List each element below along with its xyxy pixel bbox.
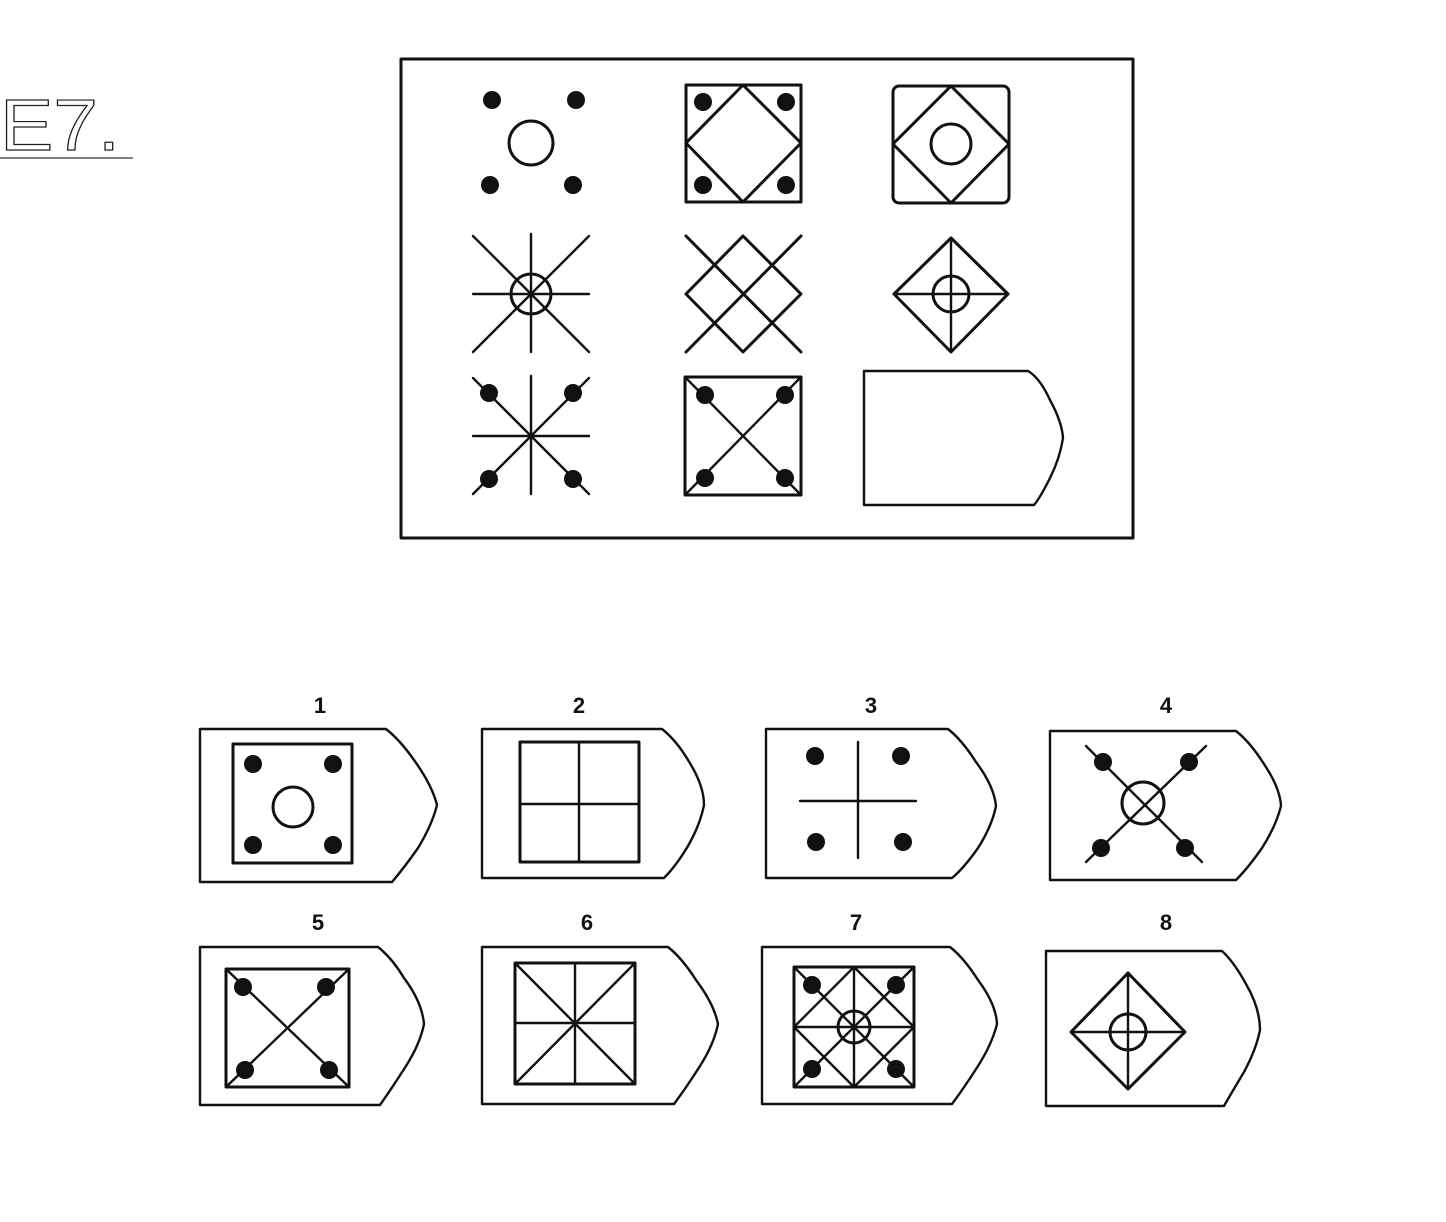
- matrix-cell-1-3: [891, 84, 1011, 205]
- option-number: 5: [312, 910, 324, 935]
- option-number: 6: [581, 910, 593, 935]
- problem-id: E7.: [0, 86, 120, 166]
- dot: [887, 976, 905, 994]
- dot: [894, 833, 912, 851]
- option-number: 7: [850, 910, 862, 935]
- matrix-cell-3-2: [683, 375, 803, 497]
- option-frame: [1044, 949, 1262, 1108]
- dot: [803, 976, 821, 994]
- dot: [696, 469, 714, 487]
- dot: [320, 1061, 338, 1079]
- dot: [480, 384, 498, 402]
- dot: [1092, 839, 1110, 857]
- option-4[interactable]: 4: [1048, 693, 1283, 882]
- circle-shape: [836, 1009, 872, 1045]
- dot: [564, 384, 582, 402]
- circle-shape: [929, 122, 973, 166]
- option-number: 3: [865, 693, 877, 718]
- dot: [803, 1060, 821, 1078]
- circle-shape: [1120, 780, 1166, 826]
- matrix-cell-2-1: [471, 232, 591, 354]
- option-8[interactable]: 8: [1044, 910, 1262, 1108]
- circle-shape: [509, 272, 553, 316]
- answer-slot[interactable]: [862, 369, 1065, 507]
- dot: [776, 386, 794, 404]
- matrix-cell-1-1: [481, 91, 585, 194]
- line: [684, 234, 803, 354]
- circle-shape: [507, 119, 555, 167]
- dot: [324, 836, 342, 854]
- circle-shape: [271, 785, 315, 829]
- dot: [236, 1061, 254, 1079]
- dot: [776, 469, 794, 487]
- option-frame: [480, 945, 720, 1106]
- dot: [480, 470, 498, 488]
- matrix-frame: [399, 57, 1135, 540]
- matrix-cell-2-3: [892, 236, 1010, 354]
- dot: [483, 91, 501, 109]
- dot: [1180, 753, 1198, 771]
- option-frame: [198, 727, 439, 884]
- dot: [887, 1060, 905, 1078]
- option-7[interactable]: 7: [760, 910, 999, 1106]
- matrix-cell-3-1: [471, 374, 591, 496]
- dot: [694, 176, 712, 194]
- option-frame: [198, 945, 426, 1107]
- option-5[interactable]: 5: [198, 910, 426, 1107]
- option-frame: [760, 945, 999, 1106]
- matrix-cell-1-2: [684, 83, 803, 204]
- diamond-shape: [792, 965, 916, 1089]
- option-number: 8: [1160, 910, 1172, 935]
- dot: [244, 836, 262, 854]
- dot: [567, 91, 585, 109]
- square-shape: [224, 967, 351, 1089]
- dot: [317, 978, 335, 996]
- dot: [564, 176, 582, 194]
- dot: [696, 386, 714, 404]
- option-frame: [764, 727, 998, 880]
- option-3[interactable]: 3: [764, 693, 998, 880]
- diamond-shape: [684, 83, 803, 204]
- circle-shape: [931, 274, 971, 314]
- dot: [777, 93, 795, 111]
- dot: [324, 755, 342, 773]
- option-6[interactable]: 6: [480, 910, 720, 1106]
- dot: [1094, 753, 1112, 771]
- dot: [777, 176, 795, 194]
- dot: [564, 470, 582, 488]
- dot: [892, 747, 910, 765]
- square-shape: [683, 375, 803, 497]
- option-frame: [1048, 729, 1283, 882]
- dot: [234, 978, 252, 996]
- option-number: 4: [1160, 693, 1173, 718]
- option-1[interactable]: 1: [198, 693, 439, 884]
- option-frame: [480, 727, 706, 880]
- square-shape: [231, 742, 354, 865]
- dot: [1176, 839, 1194, 857]
- square-shape: [891, 84, 1011, 205]
- dot: [694, 93, 712, 111]
- diamond-shape: [684, 234, 803, 354]
- option-number: 2: [573, 693, 585, 718]
- matrix-cell-2-2: [684, 234, 803, 354]
- diamond-shape: [891, 84, 1011, 205]
- option-2[interactable]: 2: [480, 693, 706, 880]
- dot: [481, 176, 499, 194]
- dot: [244, 755, 262, 773]
- dot: [806, 747, 824, 765]
- dot: [807, 833, 825, 851]
- option-number: 1: [314, 693, 326, 718]
- circle-shape: [1108, 1012, 1148, 1052]
